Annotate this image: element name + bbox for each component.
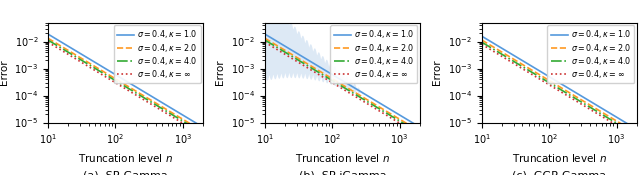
Text: (b)  SP-iGamma: (b) SP-iGamma — [299, 170, 386, 175]
Text: (c)  GGP-Gamma: (c) GGP-Gamma — [512, 170, 606, 175]
X-axis label: Truncation level $n$: Truncation level $n$ — [512, 152, 607, 164]
Y-axis label: Error: Error — [0, 60, 8, 85]
Y-axis label: Error: Error — [216, 60, 225, 85]
Legend: $\sigma=0.4, \kappa=1.0$, $\sigma=0.4, \kappa=2.0$, $\sigma=0.4, \kappa=4.0$, $\: $\sigma=0.4, \kappa=1.0$, $\sigma=0.4, \… — [113, 25, 200, 83]
Legend: $\sigma=0.4, \kappa=1.0$, $\sigma=0.4, \kappa=2.0$, $\sigma=0.4, \kappa=4.0$, $\: $\sigma=0.4, \kappa=1.0$, $\sigma=0.4, \… — [547, 25, 634, 83]
X-axis label: Truncation level $n$: Truncation level $n$ — [295, 152, 390, 164]
Text: (a)  SP-Gamma: (a) SP-Gamma — [83, 170, 168, 175]
X-axis label: Truncation level $n$: Truncation level $n$ — [78, 152, 173, 164]
Y-axis label: Error: Error — [433, 60, 442, 85]
Legend: $\sigma=0.4, \kappa=1.0$, $\sigma=0.4, \kappa=2.0$, $\sigma=0.4, \kappa=4.0$, $\: $\sigma=0.4, \kappa=1.0$, $\sigma=0.4, \… — [330, 25, 417, 83]
